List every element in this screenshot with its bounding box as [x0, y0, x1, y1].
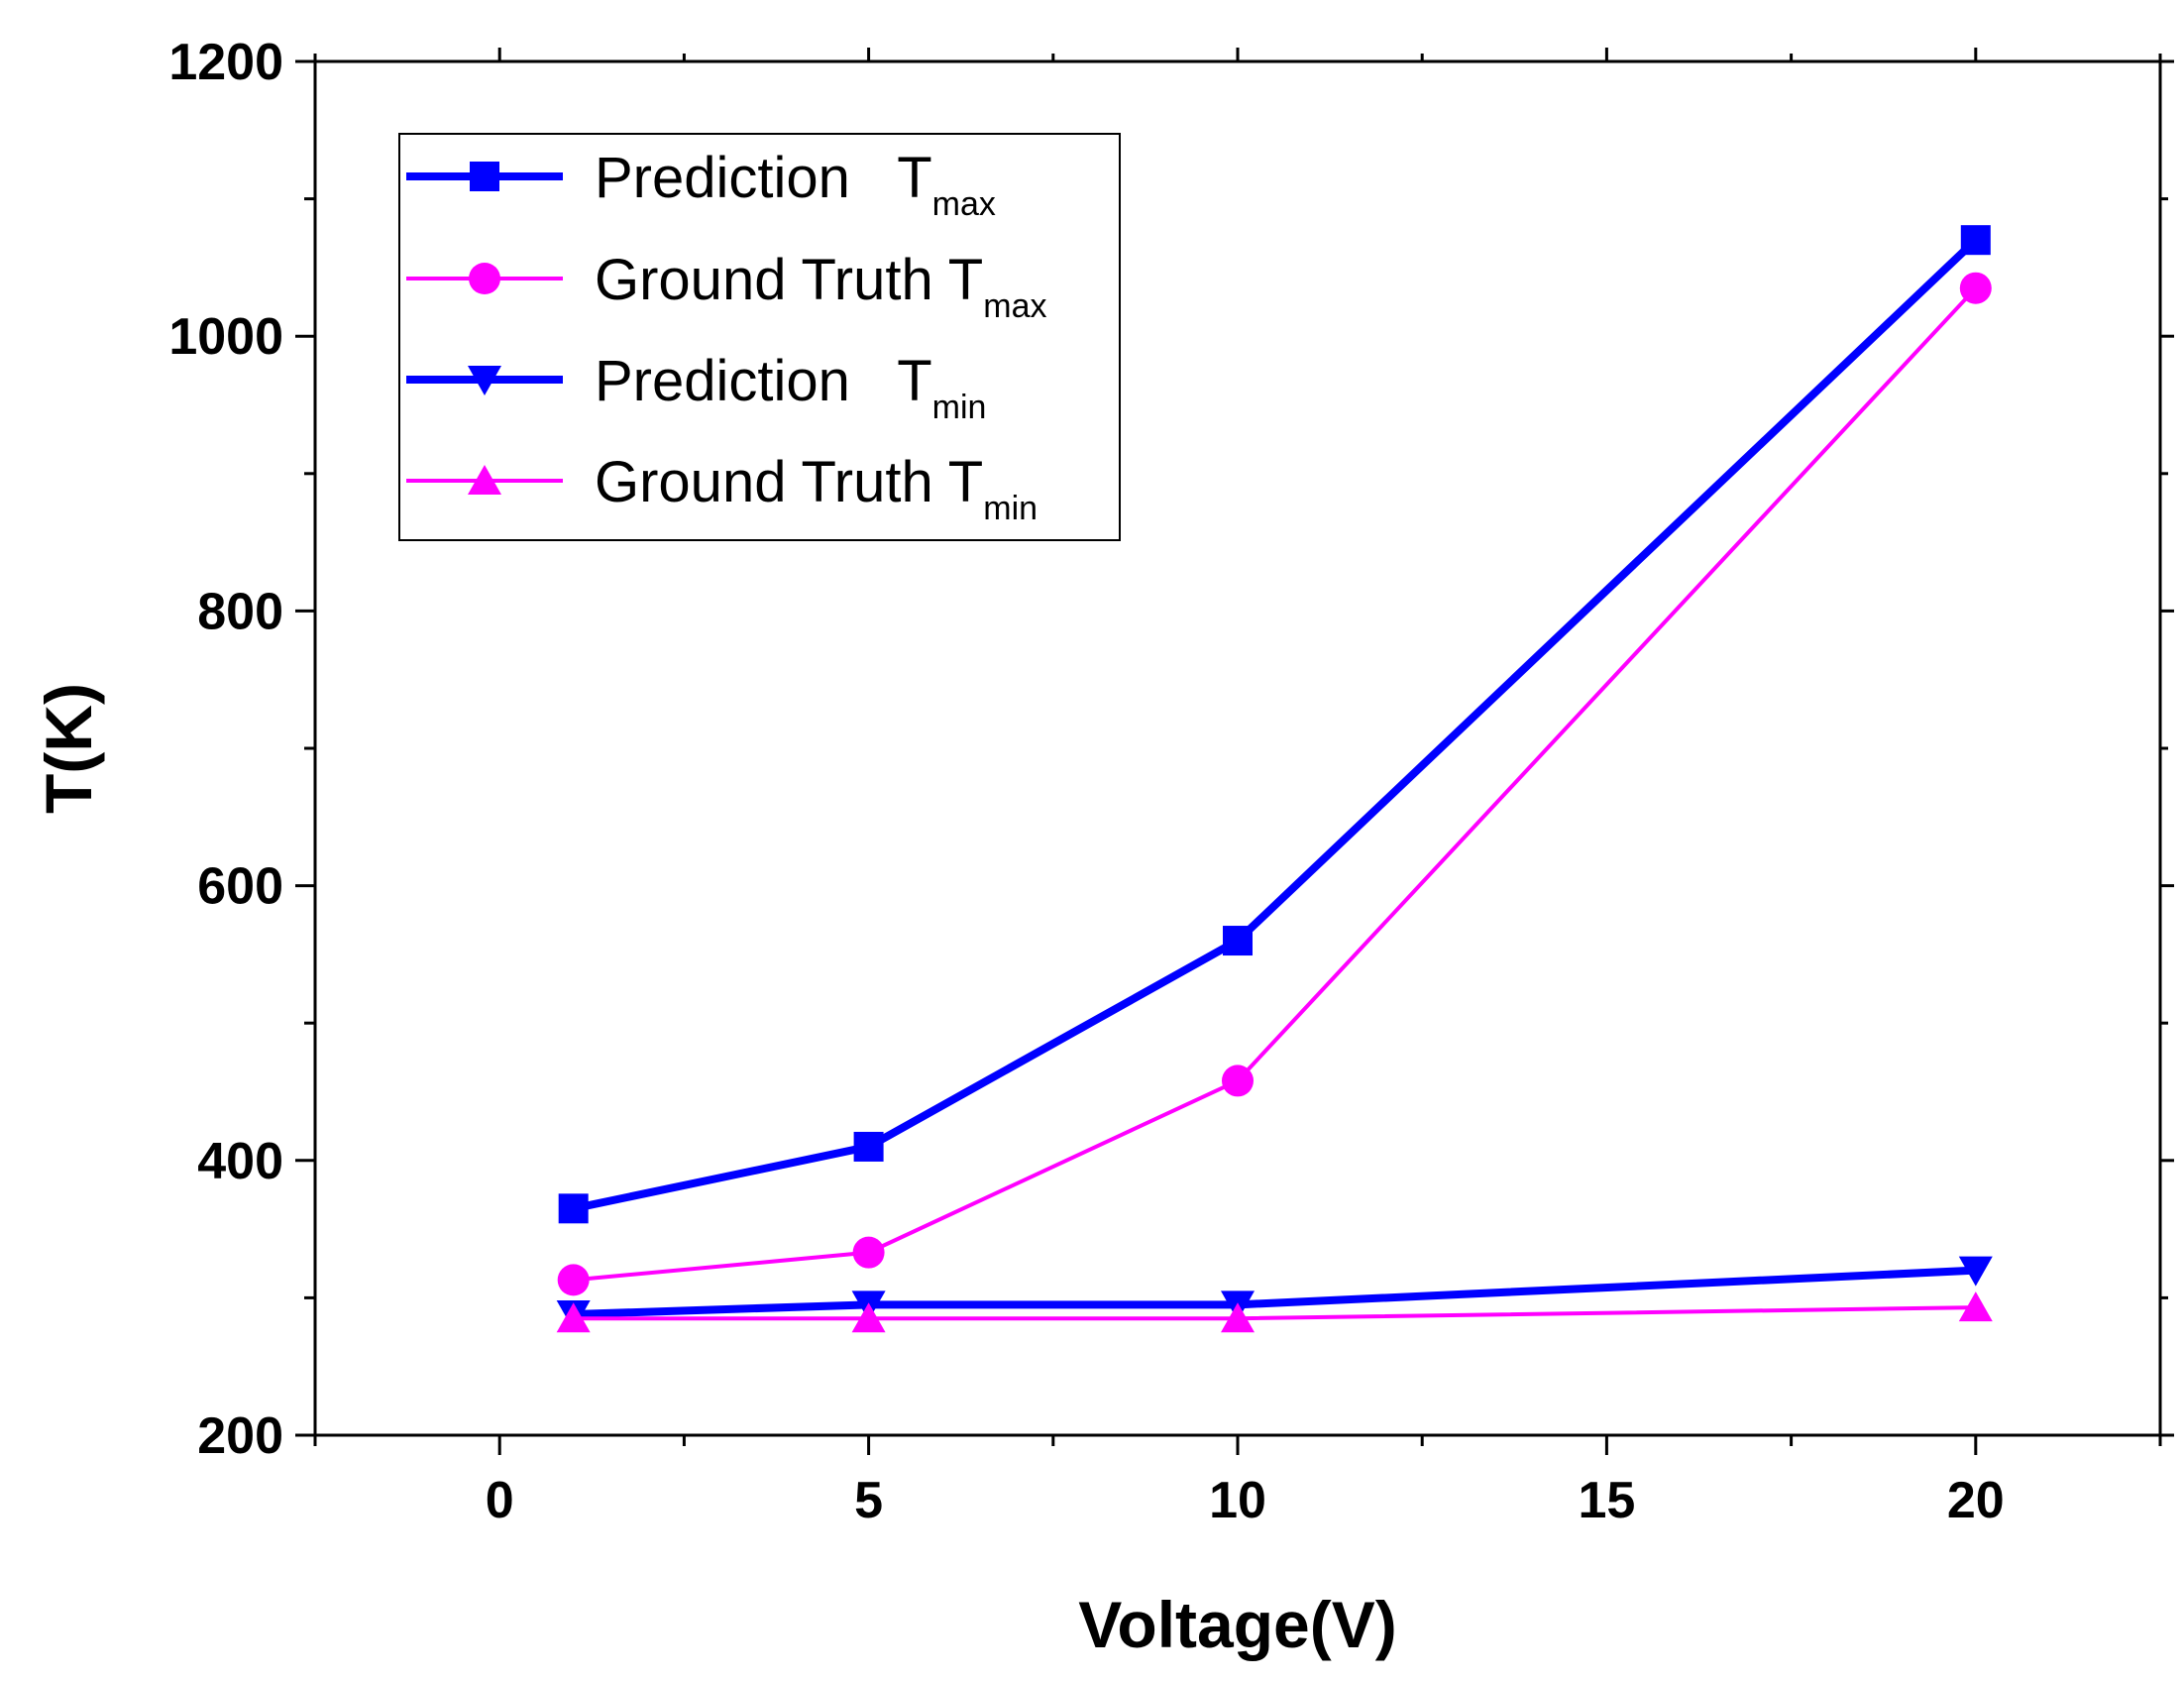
data-point: [853, 1131, 884, 1162]
data-point: [1960, 225, 1991, 256]
data-point: [851, 1302, 886, 1333]
series-line: [573, 286, 1978, 1283]
legend-label-subscript: min: [932, 389, 987, 426]
y-axis-title: T(K): [32, 683, 105, 814]
legend-label: Prediction Tmin: [595, 349, 986, 426]
x-tick-label: 10: [1209, 1472, 1266, 1529]
series-line: [573, 1305, 1976, 1321]
series-ground-truth-tmin: [556, 1291, 1993, 1333]
y-tick-label: 600: [197, 858, 283, 916]
series-line: [572, 237, 1979, 1213]
x-tick-label: 0: [486, 1472, 514, 1529]
legend-entry: Prediction Tmax: [406, 146, 996, 223]
data-point: [558, 1193, 589, 1224]
legend-label-main: Prediction T: [595, 349, 932, 413]
data-point: [1222, 1065, 1254, 1097]
y-tick-label: 1200: [168, 34, 283, 91]
legend-label-subscript: min: [983, 490, 1037, 527]
data-point: [1958, 1291, 1993, 1322]
series-ground-truth-tmax: [557, 272, 1992, 1296]
legend-label-subscript: max: [983, 287, 1046, 325]
data-point: [852, 1236, 885, 1269]
legend-label-subscript: max: [932, 185, 996, 223]
legend-label: Prediction Tmax: [595, 146, 996, 223]
data-point: [1223, 926, 1253, 956]
data-point: [1959, 272, 1992, 304]
data-point: [556, 1302, 591, 1333]
legend-label-main: Ground Truth T: [595, 450, 983, 514]
legend-label: Ground Truth Tmax: [595, 248, 1046, 325]
legend-marker: [470, 162, 499, 191]
legend-marker: [468, 366, 501, 395]
series-prediction-tmax: [558, 225, 1991, 1224]
legend-box: [398, 133, 1121, 541]
y-tick-label: 1000: [168, 308, 283, 366]
data-point: [1958, 1256, 1993, 1287]
legend-marker: [469, 263, 500, 294]
data-point: [1221, 1302, 1255, 1333]
x-axis-ticks: 0 5 10 15 20: [313, 48, 2162, 1529]
legend-marker: [468, 465, 501, 495]
legend-entry: Prediction Tmin: [406, 349, 986, 426]
x-tick-label: 20: [1947, 1472, 2005, 1529]
data-point: [557, 1264, 590, 1296]
legend-entry: Ground Truth Tmax: [406, 248, 1046, 325]
series-line: [573, 1266, 1976, 1319]
x-axis-title: Voltage(V): [1078, 1588, 1396, 1661]
x-tick-label: 15: [1578, 1472, 1635, 1529]
legend-label-main: Ground Truth T: [595, 248, 983, 312]
x-tick-label: 5: [854, 1472, 883, 1529]
legend-entry: Ground Truth Tmin: [406, 450, 1037, 527]
y-tick-label: 200: [197, 1407, 283, 1465]
y-axis-ticks: 200 400 600 800 1000 1200: [168, 34, 2174, 1465]
legend-label-main: Prediction T: [595, 146, 932, 210]
series-layer: [556, 225, 1993, 1333]
legend-label: Ground Truth Tmin: [595, 450, 1037, 527]
y-tick-label: 400: [197, 1133, 283, 1190]
y-tick-label: 800: [197, 583, 283, 640]
